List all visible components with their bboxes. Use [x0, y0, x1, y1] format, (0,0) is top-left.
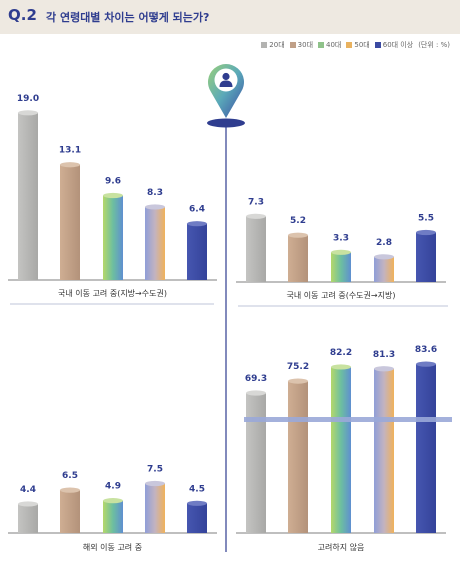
- question-title: 각 연령대별 차이는 어떻게 되는가?: [46, 11, 210, 24]
- header-bar: Q.2 각 연령대별 차이는 어떻게 되는가?: [0, 0, 460, 34]
- panel-title-4: 고려하지 않음: [318, 542, 365, 552]
- bar-panel-2-50s: [374, 256, 394, 282]
- bar-panel-3-30s: [60, 490, 80, 533]
- value-label-panel-4-30s: 75.2: [287, 362, 309, 372]
- value-label-panel-4-40s: 82.2: [330, 348, 352, 358]
- bar-panel-4-60s-plus: [416, 364, 436, 533]
- legend-item-20s: 20대: [261, 40, 285, 50]
- value-label-panel-1-30s: 13.1: [59, 146, 81, 156]
- value-label-panel-1-20s: 19.0: [17, 94, 39, 104]
- legend-item-60s-plus: 60대 이상: [374, 40, 414, 50]
- bar-top-panel-2-60s-plus: [416, 229, 436, 236]
- legend: 20대 30대 40대 50대 60대 이상 (단위 : %): [261, 40, 450, 50]
- bar-panel-4-30s: [288, 381, 308, 533]
- legend-label-40s: 40대: [326, 41, 342, 49]
- bar-top-panel-4-40s: [331, 364, 351, 370]
- legend-swatch-30s: [289, 42, 296, 48]
- bar-top-panel-2-30s: [288, 232, 308, 238]
- value-label-panel-1-40s: 9.6: [105, 177, 121, 187]
- value-label-panel-2-60s-plus: 5.5: [418, 214, 434, 224]
- bar-panel-2-40s: [331, 252, 351, 282]
- legend-item-30s: 30대: [289, 40, 314, 50]
- bar-panel-2-30s: [288, 235, 308, 282]
- bar-top-panel-2-20s: [246, 213, 266, 219]
- bar-panel-1-60s-plus: [187, 223, 207, 280]
- legend-label-20s: 20대: [269, 41, 285, 49]
- bar-top-panel-1-50s: [145, 204, 165, 210]
- legend-label-30s: 30대: [297, 41, 314, 49]
- person-pin-icon: [207, 64, 245, 128]
- bar-top-panel-4-20s: [246, 390, 266, 396]
- bar-panel-3-40s: [103, 500, 123, 533]
- person-body: [219, 80, 233, 87]
- bar-top-panel-3-60s-plus: [187, 500, 207, 506]
- bar-top-panel-2-40s: [331, 249, 351, 255]
- value-label-panel-2-30s: 5.2: [290, 216, 306, 226]
- bar-panel-3-20s: [18, 503, 38, 533]
- value-label-panel-3-30s: 6.5: [62, 471, 78, 481]
- bar-top-panel-1-40s: [103, 192, 123, 199]
- bar-panel-4-20s: [246, 393, 266, 533]
- panel-title-1: 국내 이동 고려 중(지방→수도권): [58, 288, 167, 298]
- bar-top-panel-3-20s: [18, 501, 38, 507]
- horizontal-band-panel-4: [244, 417, 452, 422]
- value-label-panel-3-60s-plus: 4.5: [189, 484, 205, 494]
- value-label-panel-3-40s: 4.9: [105, 482, 121, 492]
- value-label-panel-2-20s: 7.3: [248, 197, 264, 207]
- value-label-panel-4-20s: 69.3: [245, 374, 267, 384]
- value-label-panel-3-50s: 7.5: [147, 465, 163, 475]
- bar-panel-1-40s: [103, 195, 123, 280]
- bar-top-panel-1-30s: [60, 162, 80, 168]
- bar-panel-1-30s: [60, 164, 80, 280]
- bar-panel-3-60s-plus: [187, 503, 207, 533]
- bar-panel-4-40s: [331, 366, 351, 533]
- bar-panel-2-60s-plus: [416, 232, 436, 282]
- value-label-panel-2-40s: 3.3: [333, 233, 349, 243]
- legend-swatch-40s: [318, 42, 325, 48]
- value-label-panel-1-60s-plus: 6.4: [189, 205, 205, 215]
- bar-panel-2-20s: [246, 216, 266, 282]
- unit-label: (단위 : %): [418, 41, 450, 49]
- legend-swatch-50s: [346, 42, 353, 48]
- legend-swatch-60s-plus: [374, 42, 381, 48]
- value-label-panel-4-60s-plus: 83.6: [415, 345, 437, 355]
- bar-panel-1-20s: [18, 112, 38, 280]
- legend-item-40s: 40대: [318, 40, 341, 50]
- bar-top-panel-3-30s: [60, 487, 80, 493]
- bar-top-panel-4-30s: [288, 378, 308, 384]
- value-label-panel-2-50s: 2.8: [376, 238, 392, 248]
- question-number: Q.2: [8, 6, 37, 24]
- bar-top-panel-3-50s: [145, 480, 165, 487]
- bar-top-panel-1-20s: [18, 110, 38, 116]
- legend-item-50s: 50대: [346, 40, 370, 50]
- bar-top-panel-2-50s: [374, 254, 394, 260]
- bar-panel-3-50s: [145, 483, 165, 533]
- bar-top-panel-4-50s: [374, 366, 394, 372]
- panel-title-2: 국내 이동 고려 중(수도권→지방): [287, 290, 396, 300]
- legend-label-50s: 50대: [354, 41, 370, 49]
- bar-panel-1-50s: [145, 206, 165, 280]
- legend-swatch-20s: [261, 42, 268, 48]
- bar-top-panel-1-60s-plus: [187, 221, 207, 227]
- bar-top-panel-3-40s: [103, 498, 123, 504]
- pin-shadow: [207, 118, 245, 128]
- legend-label-60s-plus: 60대 이상: [382, 41, 414, 49]
- bar-top-panel-4-60s-plus: [416, 361, 436, 367]
- value-label-panel-3-20s: 4.4: [20, 485, 36, 495]
- person-head: [222, 72, 230, 81]
- value-label-panel-4-50s: 81.3: [373, 350, 395, 360]
- bar-panel-4-50s: [374, 368, 394, 533]
- panel-title-3: 해외 이동 고려 중: [83, 542, 142, 552]
- value-label-panel-1-50s: 8.3: [147, 188, 163, 198]
